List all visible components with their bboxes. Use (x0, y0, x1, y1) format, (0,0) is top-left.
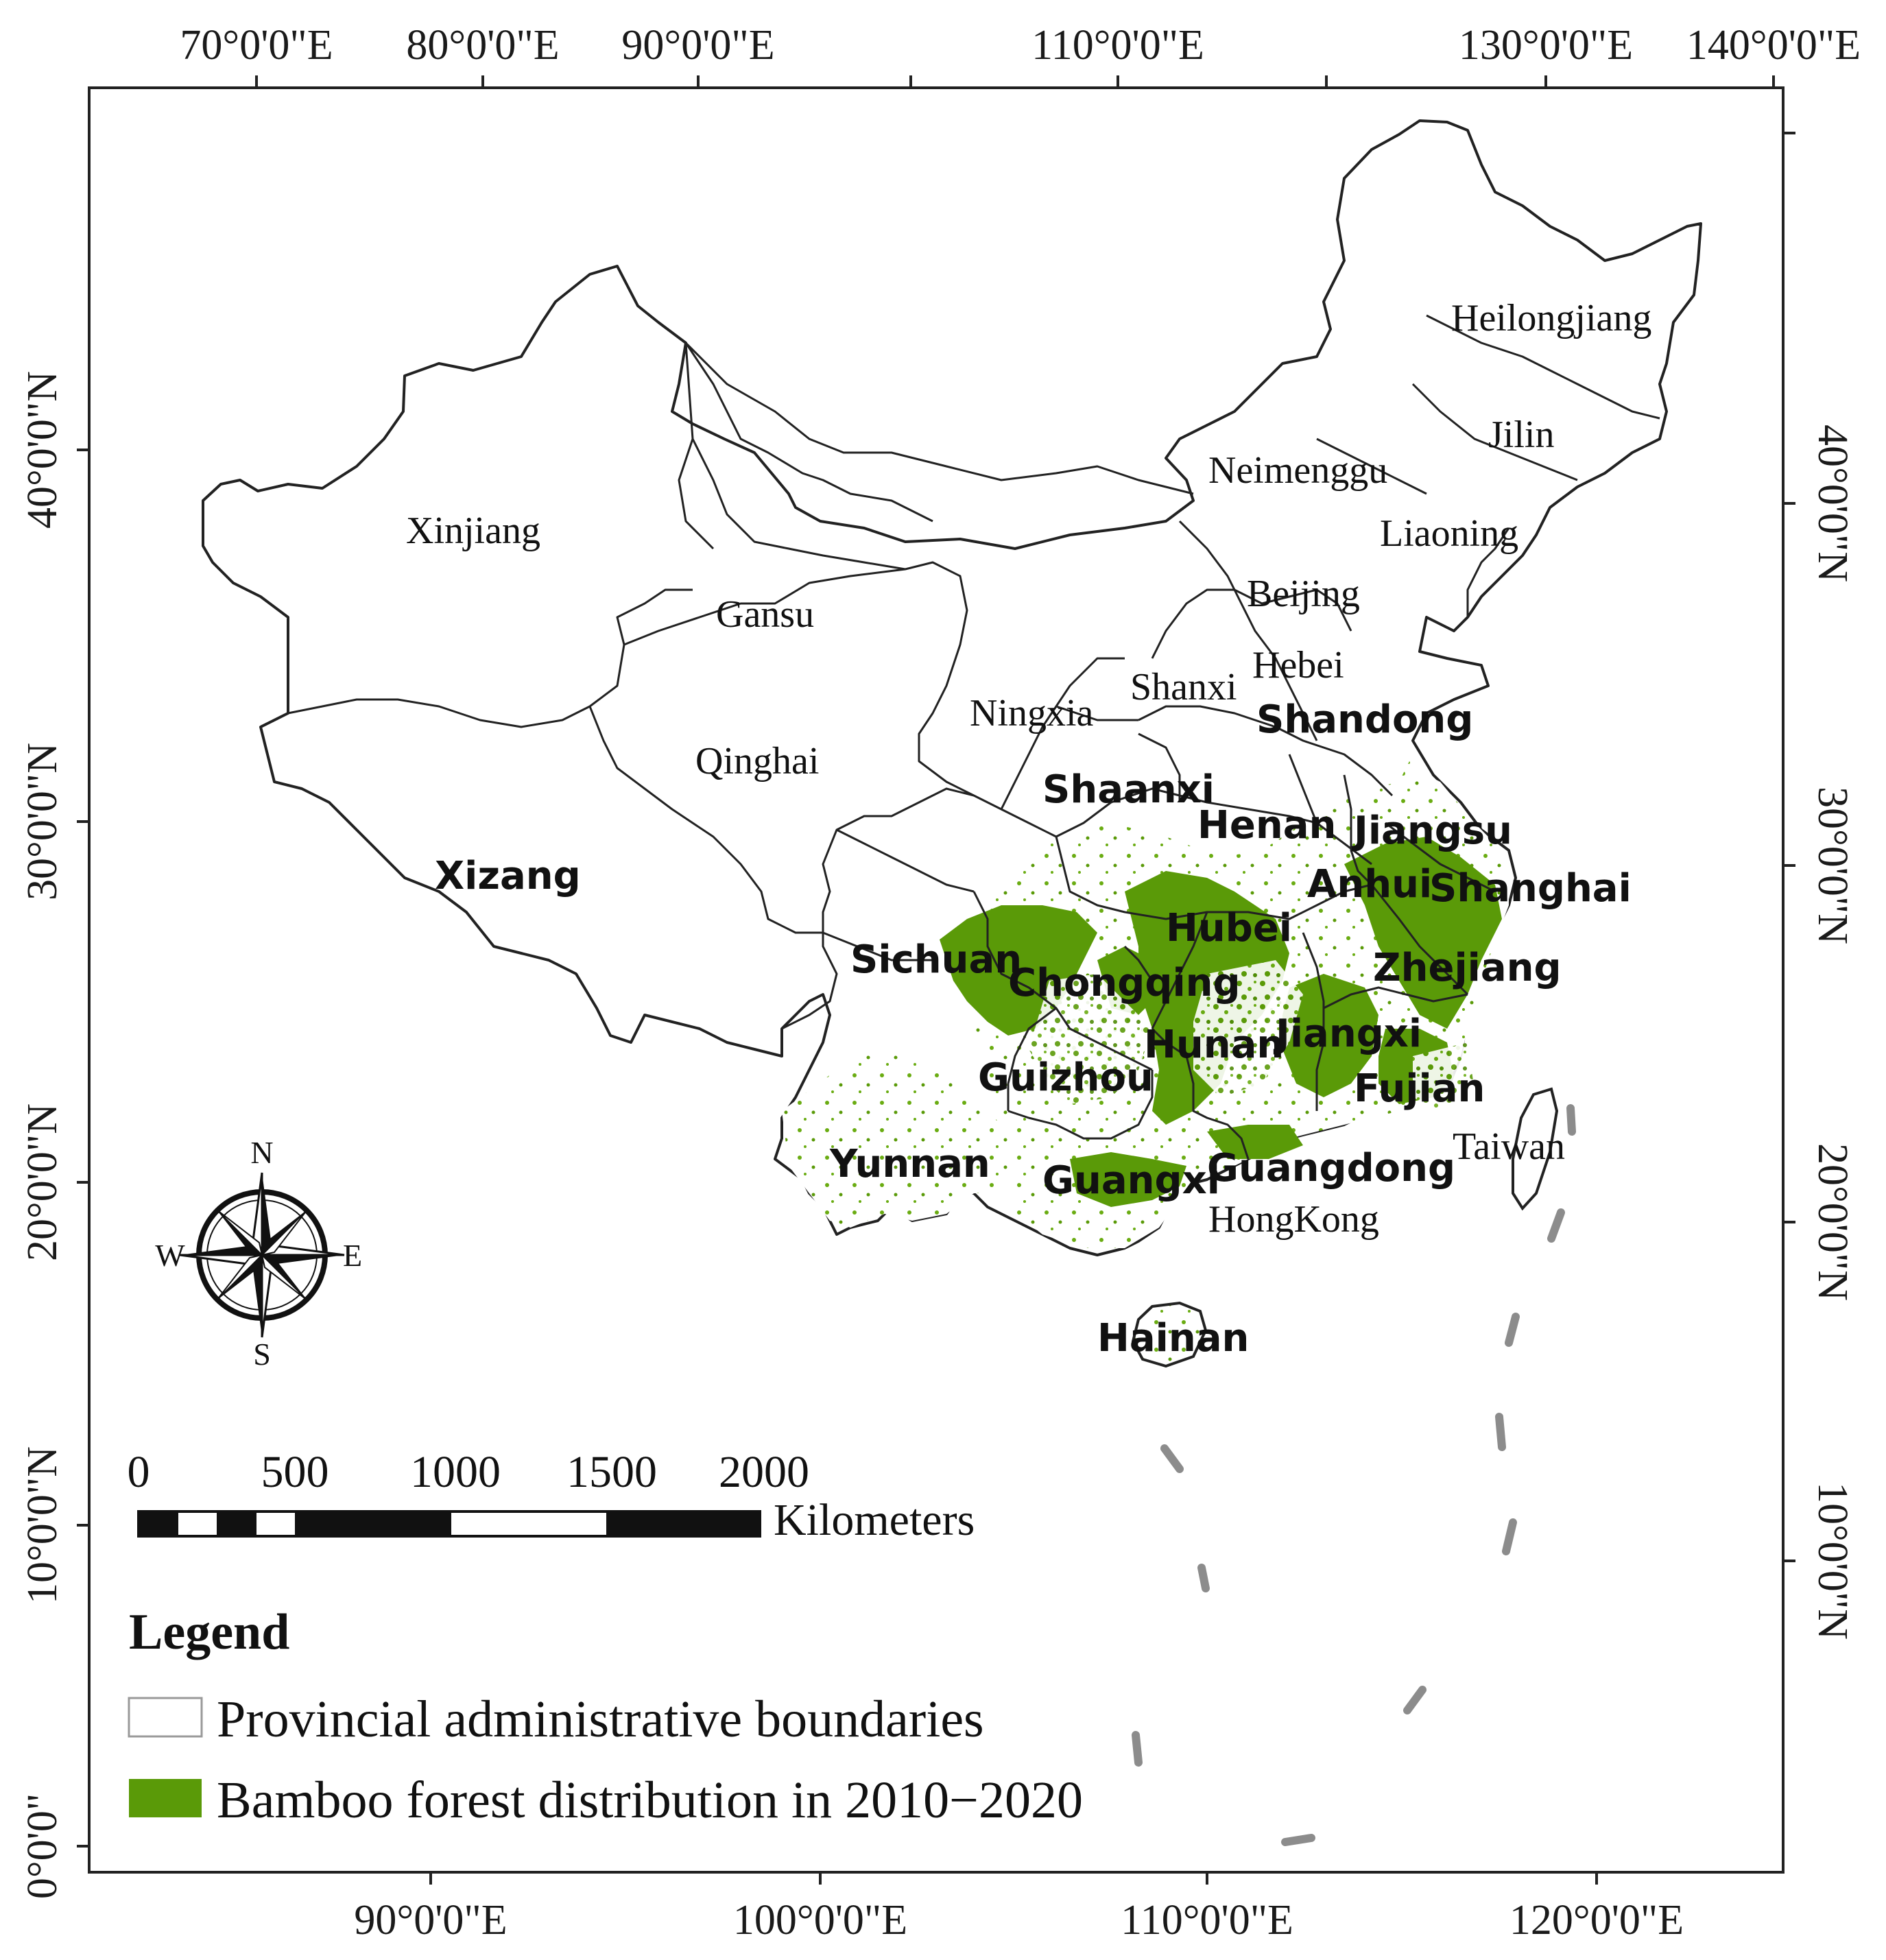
legend-label-boundaries: Provincial administrative boundaries (217, 1690, 984, 1748)
label-liaoning: Liaoning (1380, 512, 1518, 555)
label-taiwan: Taiwan (1453, 1125, 1565, 1168)
taiwan-island (1512, 1087, 1559, 1211)
label-ningxia: Ningxia (970, 692, 1094, 734)
compass-w-label: W (155, 1238, 185, 1273)
label-zhejiang: Zhejiang (1373, 946, 1562, 990)
label-hunan: Hunan (1144, 1023, 1284, 1067)
lon-label-top: 70°0'0"E (180, 22, 333, 69)
compass-s-label: S (253, 1337, 271, 1372)
lat-label-left: 10°0'0"N (19, 1446, 66, 1604)
label-fujian: Fujian (1354, 1066, 1485, 1111)
right-ticks (1783, 132, 1795, 1562)
label-jiangsu: Jiangsu (1351, 809, 1512, 853)
label-guizhou: Guizhou (978, 1055, 1154, 1100)
lon-label-bottom: 90°0'0"E (354, 1897, 507, 1944)
compass-n-label: N (250, 1135, 273, 1170)
scale-tick-label: 500 (261, 1447, 329, 1497)
left-ticks (77, 449, 89, 1848)
lat-label-left: 20°0'0"N (19, 1103, 66, 1261)
bottom-longitude-labels: 90°0'0"E 100°0'0"E 110°0'0"E 120°0'0"E (354, 1897, 1684, 1944)
nine-dash-line (1132, 1104, 1576, 1846)
label-xizang: Xizang (435, 854, 581, 898)
label-shanxi: Shanxi (1130, 666, 1237, 708)
top-ticks (255, 75, 1775, 88)
lat-label-right: 30°0'0"N (1809, 787, 1856, 944)
north-arrow-compass: N S E W (155, 1135, 362, 1372)
label-guangdong: Guangdong (1207, 1146, 1455, 1191)
label-guangxi: Guangxi (1042, 1158, 1220, 1203)
bamboo-guangxi (1070, 1152, 1186, 1207)
label-qinghai: Qinghai (695, 740, 819, 782)
label-jilin: Jilin (1488, 414, 1554, 456)
label-yunnan: Yunnan (829, 1142, 990, 1186)
legend-swatch-bamboo (129, 1779, 202, 1817)
lat-label-left: 30°0'0"N (19, 743, 66, 900)
label-sichuan: Sichuan (850, 937, 1022, 982)
legend-title: Legend (129, 1604, 289, 1660)
scale-tick-label: 2000 (719, 1447, 809, 1497)
bottom-ticks (429, 1872, 1598, 1885)
bamboo-anhui-zhejiang (1344, 837, 1502, 1029)
scale-tick-label: 1000 (410, 1447, 501, 1497)
lat-label-left: 0°0'0" (19, 1793, 66, 1899)
province-boundaries (287, 314, 1660, 1160)
scale-unit-label: Kilometers (774, 1495, 975, 1545)
label-jiangxi: Jiangxi (1273, 1012, 1422, 1056)
lat-label-right: 20°0'0"N (1809, 1143, 1856, 1301)
right-latitude-labels: 40°0'0"N 30°0'0"N 20°0'0"N 10°0'0"N (1809, 425, 1856, 1640)
compass-star-icon (179, 1172, 345, 1338)
label-hubei: Hubei (1166, 906, 1292, 951)
bamboo-jiangxi (1282, 974, 1378, 1097)
lon-label-bottom: 120°0'0"E (1509, 1897, 1684, 1944)
label-anhui: Anhui (1307, 862, 1432, 907)
lat-label-right: 40°0'0"N (1809, 425, 1856, 582)
label-shanghai: Shanghai (1429, 866, 1632, 911)
lon-label-top: 80°0'0"E (406, 22, 559, 69)
label-shandong: Shandong (1256, 697, 1473, 742)
lon-label-top: 140°0'0"E (1686, 22, 1861, 69)
label-xinjiang: Xinjiang (406, 510, 540, 552)
lat-label-left: 40°0'0"N (19, 371, 66, 529)
label-gansu: Gansu (716, 593, 814, 636)
label-hainan: Hainan (1097, 1316, 1249, 1361)
lat-label-right: 10°0'0"N (1809, 1482, 1856, 1640)
lon-label-bottom: 100°0'0"E (733, 1897, 907, 1944)
legend-label-bamboo: Bamboo forest distribution in 2010−2020 (217, 1771, 1083, 1829)
top-longitude-labels: 70°0'0"E 80°0'0"E 90°0'0"E 110°0'0"E 130… (180, 22, 1861, 69)
map-legend: Legend Provincial administrative boundar… (128, 1604, 1083, 1829)
lon-label-top: 130°0'0"E (1459, 22, 1633, 69)
label-chongqing: Chongqing (1008, 961, 1241, 1005)
left-latitude-labels: 40°0'0"N 30°0'0"N 20°0'0"N 10°0'0"N 0°0'… (19, 371, 66, 1899)
scale-bar: 0 500 1000 1500 2000 Kilometers (128, 1447, 975, 1545)
lon-label-top: 110°0'0"E (1031, 22, 1204, 69)
legend-swatch-boundaries (128, 1697, 203, 1738)
label-neimenggu: Neimenggu (1208, 449, 1387, 492)
label-hebei: Hebei (1252, 644, 1344, 686)
compass-e-label: E (343, 1238, 362, 1273)
scale-tick-label: 1500 (566, 1447, 657, 1497)
label-beijing: Beijing (1247, 573, 1360, 615)
bamboo-guangdong (1207, 1125, 1303, 1159)
label-henan: Henan (1197, 803, 1336, 848)
lon-label-bottom: 110°0'0"E (1121, 1897, 1293, 1944)
lon-label-top: 90°0'0"E (621, 22, 774, 69)
scale-tick-label: 0 (128, 1447, 150, 1497)
label-heilongjiang: Heilongjiang (1451, 297, 1651, 339)
label-shaanxi: Shaanxi (1042, 767, 1215, 812)
hainan-island (1131, 1301, 1208, 1368)
province-labels: Heilongjiang Jilin Neimenggu Liaoning Xi… (406, 297, 1651, 1361)
label-hongkong: HongKong (1208, 1198, 1379, 1241)
